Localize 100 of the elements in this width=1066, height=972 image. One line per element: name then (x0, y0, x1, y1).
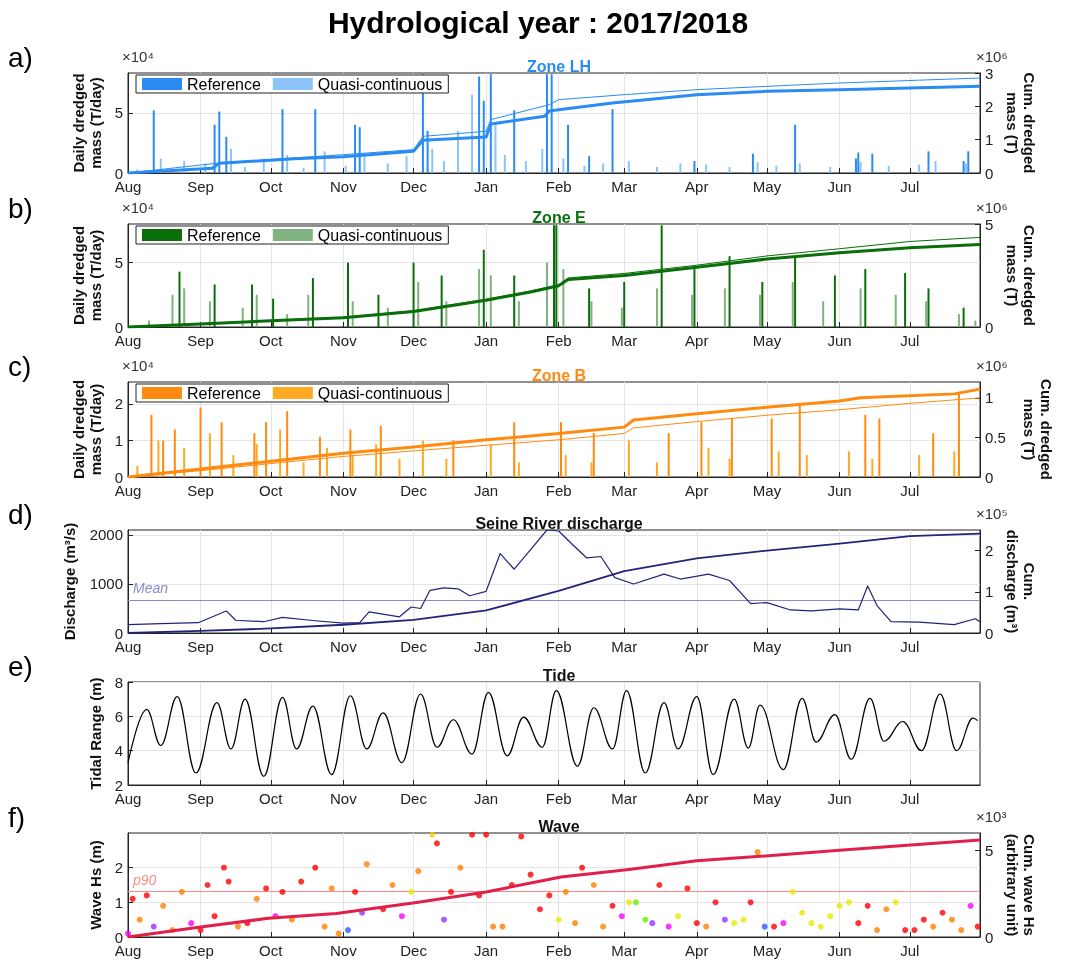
y-tick-label: 8 (114, 673, 123, 691)
x-tick-label: Sep (187, 178, 214, 195)
x-tick-label: Apr (685, 638, 709, 655)
x-tick-label: Mar (611, 790, 638, 807)
y2-tick-label: 2 (985, 97, 994, 115)
y2-tick-label: 0 (985, 468, 994, 486)
legend-label: Quasi-continuous (317, 384, 443, 402)
chart-title: Zone E (532, 208, 586, 226)
x-tick-label: Oct (259, 482, 284, 499)
legend-label: Reference (187, 226, 261, 244)
x-tick-label: Jan (474, 178, 499, 195)
text: f) (8, 801, 26, 833)
x-tick-label: Dec (400, 178, 428, 195)
x-tick-label: Jun (827, 790, 852, 807)
text: ×10⁶ (976, 48, 1008, 65)
y2-tick-label: 0 (985, 164, 994, 182)
text: ×10⁶ (976, 199, 1008, 216)
text: ×10⁵ (976, 505, 1008, 522)
text: ×10⁴ (122, 357, 154, 374)
y-axis-title: Daily dredged mass (T/day) (69, 379, 104, 480)
text: ×10⁶ (976, 357, 1008, 374)
x-tick-label: May (752, 638, 782, 655)
x-tick-label: Sep (187, 332, 214, 349)
chart-subtitle: Hydrological year : 2017/2018 (327, 5, 749, 39)
y2-axis-title: Cum. wave Hs (arbitrary unit) (1004, 833, 1039, 937)
x-tick-label: Jul (900, 790, 920, 807)
chart-title: Wave (538, 817, 580, 835)
y2-tick-label: 3 (985, 64, 994, 82)
x-tick-label: Jan (474, 790, 499, 807)
y-tick-label: 2 (114, 859, 123, 877)
y-tick-label: 5 (114, 104, 123, 122)
y-tick-label: 4 (114, 742, 123, 760)
x-tick-label: Nov (330, 332, 358, 349)
x-tick-label: Jan (474, 638, 499, 655)
x-tick-label: Dec (400, 332, 428, 349)
y-tick-label: 1 (114, 893, 123, 911)
x-tick-label: Dec (400, 790, 428, 807)
y-axis-title: Daily dredged mass (T/day) (69, 225, 104, 326)
y2-axis-title: Cum. dredged mass (T) (1021, 379, 1055, 480)
x-tick-label: May (752, 482, 782, 499)
y-axis-title: Tidal Range (m) (86, 677, 104, 790)
x-tick-label: Mar (611, 332, 638, 349)
legend-label: Reference (187, 384, 261, 402)
chart-title: Zone LH (527, 57, 591, 75)
x-tick-label: Jan (474, 482, 499, 499)
x-tick-label: Feb (545, 482, 572, 499)
x-tick-label: Feb (545, 638, 572, 655)
x-tick-label: Sep (187, 482, 214, 499)
x-tick-label: Jan (474, 332, 499, 349)
chart-title: Seine River discharge (475, 514, 643, 532)
y2-tick-label: 1 (985, 583, 994, 601)
text: ×10⁴ (122, 199, 154, 216)
y2-tick-label: 1 (985, 131, 994, 149)
x-tick-label: Oct (259, 790, 284, 807)
y2-axis-title: Cum. discharge (m³) (1004, 529, 1039, 634)
x-tick-label: Dec (400, 942, 428, 959)
x-tick-label: Mar (611, 178, 638, 195)
y2-tick-label: 5 (985, 215, 994, 233)
y2-tick-label: 2 (985, 542, 994, 560)
x-tick-label: May (752, 178, 782, 195)
y-tick-label: 1000 (89, 575, 123, 593)
x-tick-label: Jun (827, 482, 852, 499)
text: e) (8, 650, 33, 682)
text: d) (8, 498, 33, 530)
y2-tick-label: 0 (985, 928, 994, 946)
x-tick-label: May (752, 942, 782, 959)
legend-label: Quasi-continuous (317, 226, 443, 244)
y-tick-label: 5 (114, 254, 123, 272)
x-tick-label: Nov (330, 482, 358, 499)
y-axis-title: Daily dredged mass (T/day) (69, 73, 104, 173)
chart-title: Tide (542, 666, 576, 684)
x-tick-label: Jul (900, 178, 920, 195)
x-tick-label: Feb (545, 942, 572, 959)
x-tick-label: Feb (545, 790, 572, 807)
y-tick-label: 2 (114, 395, 123, 413)
legend-label: Quasi-continuous (317, 75, 443, 93)
x-tick-label: Jan (474, 942, 499, 959)
y2-tick-label: 5 (985, 841, 994, 859)
legend-label: Reference (187, 75, 261, 93)
text: a) (8, 41, 33, 73)
x-tick-label: Apr (685, 942, 709, 959)
x-tick-label: Apr (685, 332, 709, 349)
y-tick-label: 6 (114, 707, 123, 725)
y2-axis-title: Cum. dredged mass (T) (1004, 72, 1039, 174)
x-tick-label: Jun (827, 942, 852, 959)
x-tick-label: Feb (545, 332, 572, 349)
x-tick-label: Jun (827, 332, 852, 349)
x-tick-label: Oct (259, 178, 284, 195)
x-tick-label: Jul (900, 482, 920, 499)
ref-line-label: Mean (133, 580, 169, 597)
y2-tick-label: 0 (985, 624, 994, 642)
x-tick-label: Dec (400, 638, 428, 655)
x-tick-label: Sep (187, 638, 214, 655)
x-tick-label: May (752, 790, 782, 807)
x-tick-label: Apr (685, 790, 709, 807)
y2-tick-label: 0 (985, 318, 994, 336)
x-tick-label: Feb (545, 178, 572, 195)
x-tick-label: Nov (330, 790, 358, 807)
x-tick-label: Jul (900, 942, 920, 959)
x-tick-label: Oct (259, 332, 284, 349)
